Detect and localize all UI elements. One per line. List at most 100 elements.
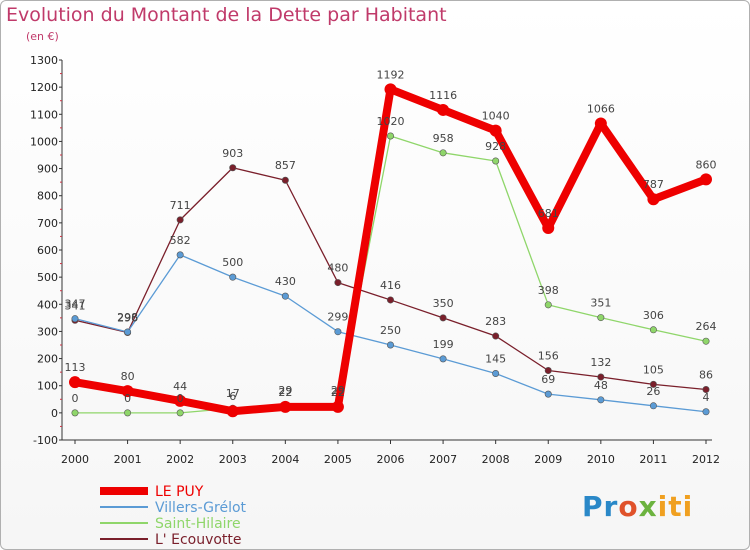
data-label-0: 1116 <box>429 89 457 102</box>
data-label-2: 958 <box>433 132 454 145</box>
data-label-1: 299 <box>327 311 348 324</box>
chart-title: Evolution du Montant de la Dette par Hab… <box>6 4 447 26</box>
series-point-0 <box>174 394 187 407</box>
series-point-2 <box>649 326 657 334</box>
data-label-2: 17 <box>226 387 240 400</box>
x-tick-label: 2004 <box>271 453 299 466</box>
data-label-0: 681 <box>538 207 559 220</box>
series-point-1 <box>334 328 342 336</box>
series-point-3 <box>492 332 500 340</box>
data-label-0: 860 <box>696 158 717 171</box>
y-tick-label: 1000 <box>30 135 58 148</box>
x-tick-label: 2005 <box>324 453 352 466</box>
data-label-1: 250 <box>380 324 401 337</box>
series-point-2 <box>544 301 552 309</box>
data-label-0: 1066 <box>587 103 615 116</box>
x-tick-label: 2007 <box>429 453 457 466</box>
series-point-2 <box>124 409 132 417</box>
data-label-3: 341 <box>65 299 86 312</box>
legend-label-3: L' Ecouvotte <box>155 532 242 548</box>
series-point-1 <box>544 390 552 398</box>
data-label-3: 283 <box>485 315 506 328</box>
series-point-3 <box>334 279 342 287</box>
x-tick-label: 2010 <box>587 453 615 466</box>
y-tick-label: 800 <box>37 190 58 203</box>
data-label-0: 44 <box>173 380 187 393</box>
x-tick-label: 2009 <box>534 453 562 466</box>
data-label-2: 0 <box>72 392 79 405</box>
data-label-0: 113 <box>65 361 86 374</box>
series-point-0 <box>489 124 502 137</box>
series-point-3 <box>386 296 394 304</box>
data-label-0: 1192 <box>377 68 405 81</box>
series-point-1 <box>597 396 605 404</box>
proxiti-logo: Proxiti <box>582 490 694 523</box>
series-point-0 <box>594 117 607 130</box>
series-point-3 <box>229 164 237 172</box>
series-point-2 <box>492 157 500 165</box>
data-label-0: 80 <box>121 370 135 383</box>
series-point-1 <box>439 355 447 363</box>
data-label-2: 264 <box>696 320 717 333</box>
y-tick-label: 500 <box>37 271 58 284</box>
series-point-0 <box>647 193 660 206</box>
x-tick-label: 2006 <box>377 453 405 466</box>
y-tick-label: 1200 <box>30 81 58 94</box>
y-tick-label: 100 <box>37 380 58 393</box>
data-label-3: 86 <box>699 369 713 382</box>
data-label-2: 1020 <box>377 115 405 128</box>
data-label-3: 132 <box>590 356 611 369</box>
series-point-1 <box>386 341 394 349</box>
data-label-2: 29 <box>331 384 345 397</box>
series-point-3 <box>649 380 657 388</box>
series-point-1 <box>702 408 710 416</box>
data-label-1: 145 <box>485 353 506 366</box>
data-label-1: 4 <box>703 391 710 404</box>
data-label-1: 347 <box>65 298 86 311</box>
x-tick-label: 2011 <box>639 453 667 466</box>
data-label-3: 711 <box>170 199 191 212</box>
series-point-3 <box>281 176 289 184</box>
data-label-1: 298 <box>117 311 138 324</box>
data-label-0: 22 <box>331 386 345 399</box>
series-point-2 <box>386 132 394 140</box>
x-tick-label: 2008 <box>482 453 510 466</box>
data-label-3: 350 <box>433 297 454 310</box>
data-label-3: 480 <box>327 262 348 275</box>
data-label-2: 0 <box>177 392 184 405</box>
y-tick-label: 0 <box>51 407 58 420</box>
data-label-2: 398 <box>538 284 559 297</box>
series-point-0 <box>121 385 134 398</box>
series-point-1 <box>492 369 500 377</box>
data-label-3: 416 <box>380 279 401 292</box>
data-label-3: 156 <box>538 350 559 363</box>
data-label-0: 787 <box>643 178 664 191</box>
series-point-1 <box>124 328 132 336</box>
series-point-2 <box>71 409 79 417</box>
y-tick-label: 1300 <box>30 54 58 67</box>
y-tick-label: 300 <box>37 325 58 338</box>
series-point-3 <box>702 386 710 394</box>
series-point-1 <box>229 273 237 281</box>
x-tick-label: 2003 <box>219 453 247 466</box>
series-point-2 <box>702 337 710 345</box>
data-label-2: 306 <box>643 309 664 322</box>
series-point-0 <box>69 376 81 389</box>
legend-label-1: Villers-Grélot <box>155 500 247 516</box>
x-tick-label: 2000 <box>61 453 89 466</box>
series-line-2 <box>74 135 707 414</box>
data-label-2: 0 <box>124 392 131 405</box>
series-point-0 <box>384 83 397 96</box>
x-tick-label: 2002 <box>166 453 194 466</box>
series-point-3 <box>176 216 184 224</box>
data-label-3: 296 <box>117 312 138 325</box>
series-point-1 <box>281 292 289 300</box>
data-label-2: 928 <box>485 140 506 153</box>
series-point-1 <box>649 402 657 410</box>
series-point-0 <box>331 400 344 413</box>
y-tick-label: 700 <box>37 217 58 230</box>
series-point-3 <box>597 373 605 381</box>
data-label-1: 430 <box>275 275 296 288</box>
